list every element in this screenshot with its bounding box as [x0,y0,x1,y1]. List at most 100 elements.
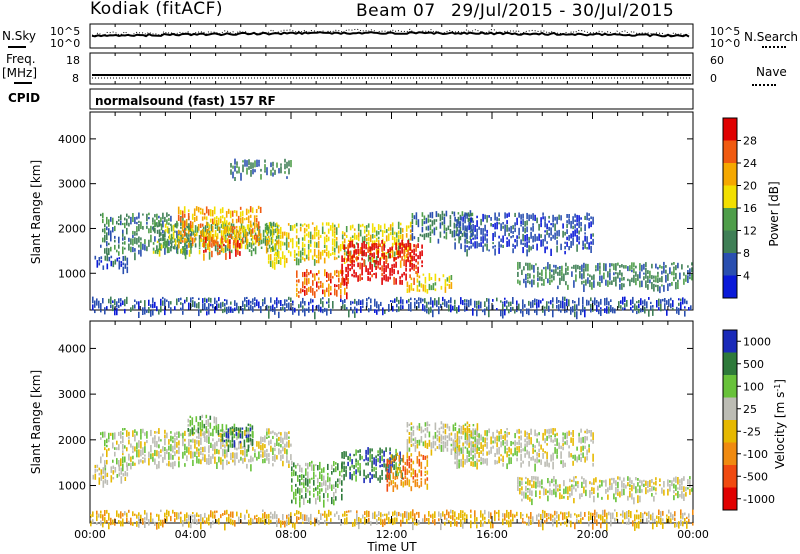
scatter-region [406,272,453,294]
scatter-cell [442,423,445,430]
scatter-cell [366,298,368,302]
cpid-text: normalsound (fast) 157 RF [95,94,276,108]
scatter-cell [557,484,559,488]
scatter-cell [528,519,530,527]
scatter-cell [191,237,194,244]
scatter-cell [314,291,316,298]
scatter-cell [158,444,160,449]
scatter-cell [225,432,228,438]
scatter-cell [469,230,472,233]
scatter-cell [262,301,264,307]
scatter-cell [466,299,468,303]
scatter-cell [634,523,636,531]
scatter-cell [106,479,109,485]
scatter-cell [381,272,383,277]
scatter-cell [112,300,114,303]
scatter-cell [574,311,576,318]
scatter-cell [132,219,134,222]
scatter-cell [198,247,201,250]
scatter-cell [370,298,372,304]
scatter-cell [647,489,649,493]
scatter-cell [407,245,410,251]
scatter-cell [280,307,282,310]
scatter-cell [410,511,412,519]
scatter-cell [521,491,523,496]
scatter-cell [668,509,670,514]
scatter-cell [433,219,436,225]
scatter-cell [152,456,154,462]
scatter-cell [412,460,415,465]
scatter-cell [676,522,678,528]
scatter-cell [522,213,524,219]
scatter-cell [142,447,144,455]
scatter-cell [177,235,180,240]
scatter-cell [200,451,202,455]
scatter-cell [316,517,318,524]
scatter-cell [187,209,190,212]
scatter-cell [569,478,571,483]
scatter-cell [292,303,294,306]
scatter-cell [662,298,664,302]
scatter-cell [426,421,429,427]
scatter-cell [144,239,146,244]
scatter-cell [104,223,106,228]
scatter-cell [223,432,226,437]
scatter-cell [236,511,238,517]
scatter-cell [397,245,400,252]
scatter-cell [570,437,572,443]
scatter-cell [319,495,321,502]
scatter-cell [631,262,633,270]
scatter-cell [650,305,652,310]
scatter-cell [633,483,635,490]
scatter-cell [373,252,375,259]
scatter-cell [472,447,474,451]
colorbar-swatch [723,442,737,465]
scatter-cell [178,512,180,520]
scatter-cell [239,440,242,444]
scatter-cell [369,249,372,255]
scatter-cell [212,511,214,519]
scatter-cell [391,242,394,248]
scatter-cell [459,221,462,227]
scatter-cell [371,243,373,251]
scatter-cell [181,224,184,232]
scatter-cell [506,220,508,225]
scatter-cell [521,481,523,486]
scatter-cell [445,227,448,232]
scatter-cell [134,462,136,466]
scatter-cell [254,449,256,452]
freq-label: Freq. [6,52,36,66]
scatter-cell [220,435,222,438]
scatter-cell [152,225,155,232]
scatter-cell [124,445,126,449]
scatter-cell [622,296,624,305]
scatter-cell [239,206,242,210]
scatter-cell [96,510,98,515]
scatter-cell [604,308,606,313]
scatter-cell [562,446,564,451]
scatter-cell [304,271,306,277]
scatter-cell [367,247,369,253]
scatter-cell [299,250,302,258]
scatter-cell [98,300,100,309]
scatter-cell [244,445,246,451]
scatter-cell [326,271,328,278]
scatter-cell [558,214,560,220]
scatter-region [454,212,594,257]
scatter-cell [264,223,267,227]
scatter-cell [661,276,663,283]
scatter-cell [416,473,419,478]
scatter-cell [651,479,653,484]
scatter-cell [336,289,338,297]
scatter-cell [508,227,510,232]
scatter-cell [558,300,560,303]
scatter-cell [525,273,527,281]
scatter-cell [660,511,662,518]
scatter-cell [308,517,310,523]
scatter-cell [355,242,358,245]
scatter-cell [258,237,261,246]
scatter-cell [343,451,345,459]
scatter-cell [541,479,543,485]
scatter-cell [144,432,146,436]
scatter-cell [613,477,615,484]
